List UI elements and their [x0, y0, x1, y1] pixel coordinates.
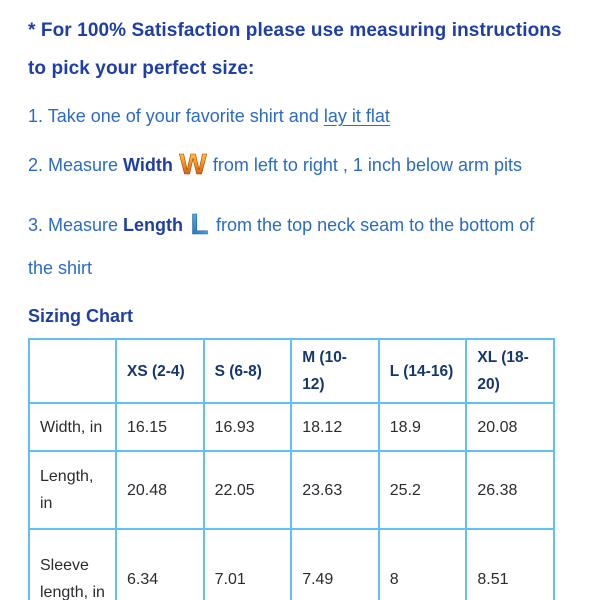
- row-label-width: Width, in: [28, 402, 117, 452]
- step-3-text-line2: the shirt: [28, 258, 93, 278]
- sleeve-xl-value: 8.51: [465, 528, 555, 600]
- column-header-s: S (6-8): [202, 338, 293, 404]
- column-header-l: L (14-16): [377, 338, 468, 404]
- lay-it-flat-underlined-text: lay it flat: [323, 106, 390, 126]
- table-row-sleeve-length: Sleeve length, in 6.34 7.01 7.49 8 8.51: [28, 528, 555, 600]
- width-xl-value: 20.08: [465, 402, 555, 452]
- step-1-lay-flat: 1. Take one of your favorite shirt and l…: [28, 101, 578, 131]
- step-2-measure-width: 2. Measure Width W from left to right , …: [28, 146, 578, 194]
- step-1-text: 1. Take one of your favorite shirt and: [28, 106, 324, 126]
- width-letter-icon: W: [178, 146, 208, 194]
- width-keyword: Width: [123, 155, 173, 175]
- table-row-width: Width, in 16.15 16.93 18.12 18.9 20.08: [28, 402, 555, 452]
- sleeve-s-value: 7.01: [202, 528, 293, 600]
- length-keyword: Length: [123, 215, 184, 235]
- sleeve-m-value: 7.49: [290, 528, 380, 600]
- sleeve-l-value: 8: [377, 528, 468, 600]
- length-xl-value: 26.38: [465, 450, 555, 530]
- length-l-value: 25.2: [377, 450, 468, 530]
- row-label-sleeve-length: Sleeve length, in: [28, 528, 117, 600]
- intro-heading-line2: to pick your perfect size:: [28, 58, 255, 79]
- step-3-measure-length: 3. Measure Length L from the top neck se…: [28, 206, 578, 284]
- length-s-value: 22.05: [202, 450, 293, 530]
- column-header-empty: [28, 338, 117, 404]
- row-label-length: Length, in: [28, 450, 117, 530]
- column-header-xs: XS (2-4): [115, 338, 205, 404]
- sizing-chart-table: XS (2-4) S (6-8) M (10-12) L (14-16) XL …: [28, 338, 555, 600]
- width-s-value: 16.93: [202, 402, 293, 452]
- sleeve-xs-value: 6.34: [115, 528, 205, 600]
- svg-text:L: L: [191, 209, 209, 241]
- column-header-m: M (10-12): [290, 338, 380, 404]
- svg-text:W: W: [179, 149, 207, 181]
- intro-heading: * For 100% Satisfaction please use measu…: [28, 12, 578, 88]
- step-2-text-prefix: 2. Measure: [28, 155, 124, 175]
- table-header-row: XS (2-4) S (6-8) M (10-12) L (14-16) XL …: [28, 338, 555, 404]
- length-m-value: 23.63: [290, 450, 380, 530]
- column-header-xl: XL (18-20): [465, 338, 555, 404]
- table-row-length: Length, in 20.48 22.05 23.63 25.2 26.38: [28, 450, 555, 530]
- intro-heading-line1: * For 100% Satisfaction please use measu…: [28, 20, 562, 41]
- length-xs-value: 20.48: [115, 450, 205, 530]
- step-2-text-suffix: from left to right , 1 inch below arm pi…: [212, 155, 522, 175]
- width-m-value: 18.12: [290, 402, 380, 452]
- step-3-text-suffix: from the top neck seam to the bottom of: [216, 215, 535, 235]
- sizing-chart-title: Sizing Chart: [28, 306, 134, 326]
- width-l-value: 18.9: [377, 402, 468, 452]
- step-3-text-prefix: 3. Measure: [28, 215, 124, 235]
- width-xs-value: 16.15: [115, 402, 205, 452]
- length-letter-icon: L: [188, 206, 211, 252]
